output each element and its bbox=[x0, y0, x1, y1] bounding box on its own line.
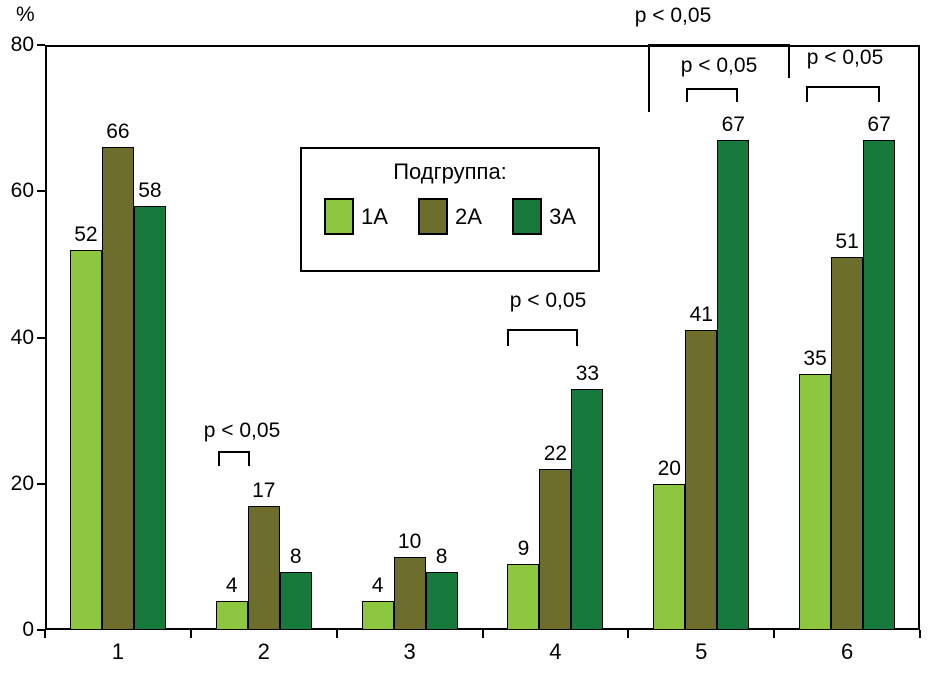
x-axis-category-label: 6 bbox=[840, 639, 854, 664]
y-axis-tick bbox=[37, 629, 45, 631]
y-axis-tick-label: 60 bbox=[10, 179, 34, 203]
x-axis-category-label: 5 bbox=[695, 639, 708, 664]
x-axis-tick bbox=[189, 630, 192, 638]
legend-swatch-2a bbox=[418, 198, 449, 235]
y-axis-tick bbox=[37, 482, 45, 485]
legend-label-3a: 3А bbox=[549, 203, 576, 229]
significance-label: p < 0,05 bbox=[634, 4, 712, 27]
legend: Подгруппа: 1А 2А 3А bbox=[300, 147, 600, 272]
legend-swatch-3a bbox=[512, 198, 543, 235]
legend-label-2a: 2А bbox=[455, 203, 482, 229]
y-axis-unit-label: % bbox=[16, 3, 35, 26]
y-axis-tick bbox=[37, 336, 45, 339]
x-axis-category-label: 3 bbox=[403, 639, 416, 664]
legend-label-1a: 1А bbox=[361, 203, 388, 229]
y-axis-tick-label: 0 bbox=[22, 618, 34, 641]
x-axis-tick bbox=[335, 630, 338, 638]
x-axis-category-label: 1 bbox=[111, 639, 125, 664]
legend-swatch-1a bbox=[324, 198, 354, 235]
plot-area bbox=[45, 45, 920, 630]
legend-item-1a: 1А bbox=[324, 198, 388, 235]
x-axis-category-label: 4 bbox=[549, 639, 562, 664]
y-axis-tick-label: 40 bbox=[10, 325, 34, 349]
y-axis-tick bbox=[37, 190, 45, 193]
x-axis-category-label: 2 bbox=[257, 639, 270, 664]
x-axis-tick bbox=[481, 630, 484, 638]
x-axis-tick bbox=[919, 630, 921, 638]
legend-item-3a: 3А bbox=[512, 198, 576, 235]
y-axis-tick-label: 20 bbox=[10, 471, 34, 495]
x-axis-tick bbox=[44, 630, 46, 638]
y-axis-tick-label: 80 bbox=[10, 33, 34, 56]
legend-item-2a: 2А bbox=[418, 198, 482, 235]
y-axis-tick bbox=[37, 44, 45, 46]
legend-title: Подгруппа: bbox=[393, 159, 507, 184]
x-axis-tick bbox=[627, 630, 630, 638]
x-axis-tick bbox=[773, 630, 776, 638]
legend-items: 1А 2А 3А bbox=[302, 185, 598, 235]
